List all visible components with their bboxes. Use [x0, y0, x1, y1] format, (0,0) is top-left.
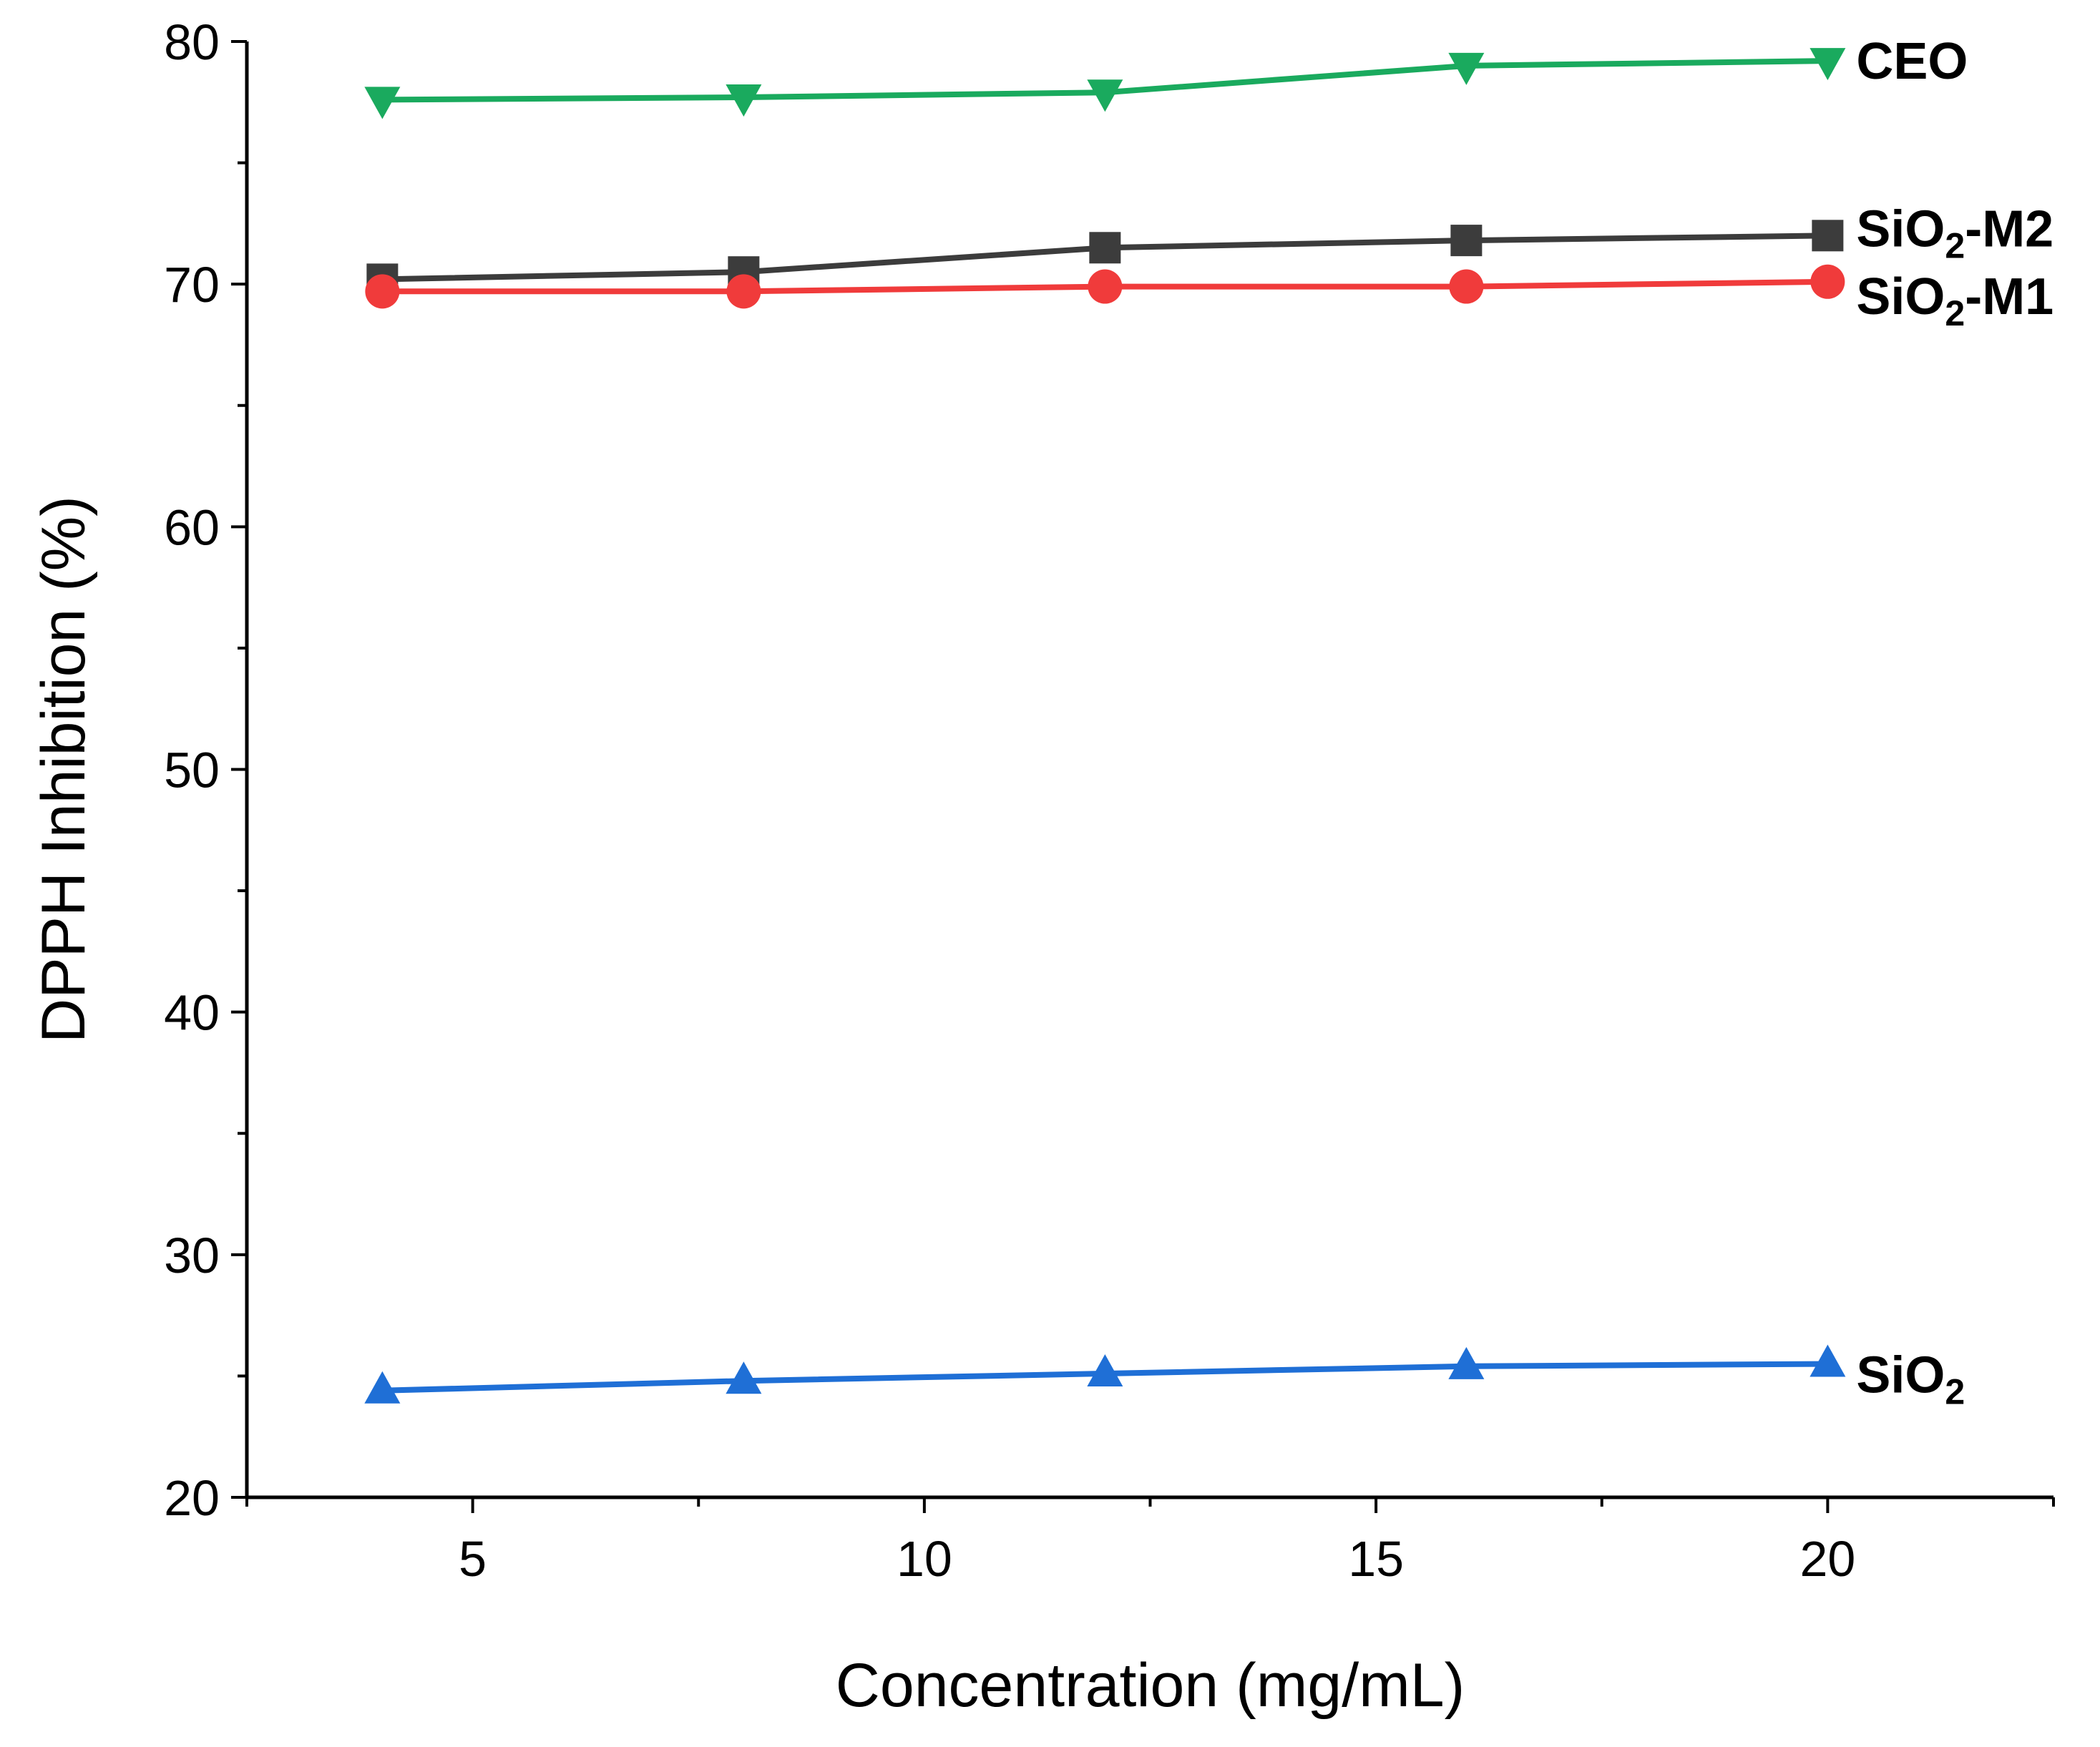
data-point-m1: [1088, 269, 1123, 304]
data-point-sio2: [1087, 1354, 1123, 1387]
x-tick-label: 10: [897, 1531, 952, 1587]
y-tick-label: 30: [164, 1228, 220, 1283]
data-point-m2: [1450, 225, 1483, 257]
data-point-sio2: [364, 1371, 401, 1404]
series-group: [364, 48, 1846, 1404]
data-point-ceo: [1448, 52, 1485, 85]
series-ceo: [364, 48, 1846, 119]
data-point-m1: [1810, 264, 1845, 299]
series-label-m2: SiO2-M2: [1856, 200, 2053, 265]
x-tick-label: 15: [1348, 1531, 1404, 1587]
y-tick-label: 40: [164, 985, 220, 1041]
y-tick-label: 50: [164, 743, 220, 798]
data-point-m2: [1812, 220, 1844, 252]
series-label-ceo: CEO: [1856, 33, 1968, 90]
y-tick-label: 60: [164, 499, 220, 555]
series-label-m1: SiO2-M1: [1856, 268, 2053, 333]
data-point-m1: [726, 274, 761, 309]
data-point-ceo: [1087, 79, 1123, 112]
y-tick-label: 20: [164, 1470, 220, 1526]
series-label-sio2: SiO2: [1856, 1346, 1965, 1411]
data-point-m2: [1089, 232, 1121, 264]
data-point-sio2: [726, 1361, 762, 1394]
data-point-ceo: [726, 84, 762, 117]
x-tick-label: 20: [1799, 1531, 1855, 1587]
data-point-sio2: [1448, 1346, 1485, 1379]
data-point-m1: [1449, 269, 1484, 304]
series-m2: [366, 220, 1844, 295]
series-sio2: [364, 1344, 1846, 1404]
x-axis-title: Concentration (mg/mL): [836, 1651, 1465, 1720]
axes: 20 30 40 50 60 70 80 5 10 15 20: [164, 14, 2055, 1587]
y-tick-label: 80: [164, 14, 220, 70]
data-point-sio2: [1810, 1344, 1846, 1377]
data-point-m1: [365, 274, 400, 309]
y-axis-title: DPPH Inhibition (%): [29, 496, 98, 1043]
series-m1: [365, 264, 1845, 309]
x-tick-label: 5: [459, 1531, 487, 1587]
data-point-ceo: [364, 87, 401, 119]
data-point-ceo: [1810, 48, 1846, 81]
y-tick-label: 70: [164, 257, 220, 313]
